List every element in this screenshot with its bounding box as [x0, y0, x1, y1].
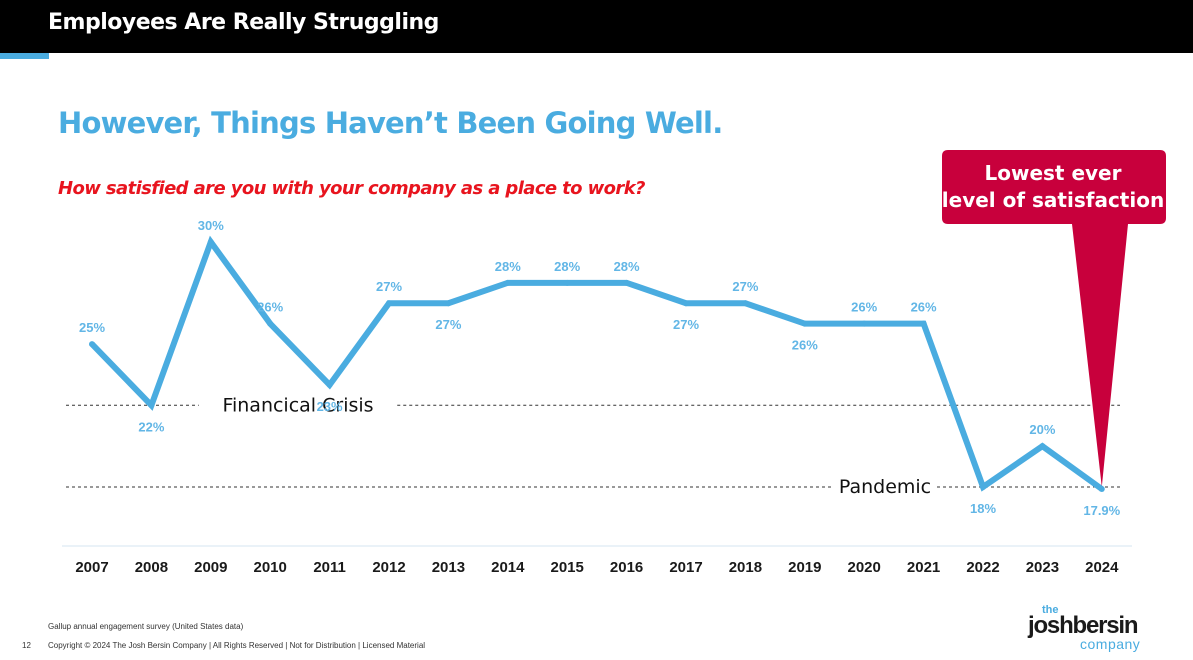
x-tick-label: 2016 [610, 559, 643, 576]
accent-strip [0, 53, 49, 59]
data-point [1098, 486, 1105, 492]
series-line [89, 235, 1104, 492]
slide-headline: However, Things Haven’t Been Going Well. [58, 106, 723, 140]
data-label: 26% [792, 338, 818, 353]
data-label: 26% [911, 300, 937, 315]
copyright-note: Copyright © 2024 The Josh Bersin Company… [48, 641, 426, 650]
callout-text: level of satisfaction [942, 188, 1164, 212]
data-label: 26% [851, 300, 877, 315]
source-note: Gallup annual engagement survey (United … [48, 622, 244, 631]
data-point [207, 239, 214, 245]
data-label: 27% [435, 317, 461, 332]
logo-the-text: the [1042, 604, 1059, 616]
data-point [1039, 443, 1046, 450]
x-tick-label: 2018 [729, 559, 762, 576]
data-label: 23% [317, 399, 343, 414]
data-label: 28% [554, 259, 580, 274]
data-point [920, 320, 927, 327]
x-tick-label: 2014 [491, 559, 525, 576]
logo-company-text: company [1080, 636, 1141, 652]
data-label: 26% [257, 300, 283, 315]
data-point [683, 300, 689, 307]
callout-box [942, 150, 1166, 487]
x-tick-label: 2020 [848, 559, 881, 576]
data-point [980, 483, 986, 490]
x-tick-label: 2008 [135, 559, 168, 576]
x-tick-label: 2024 [1085, 559, 1119, 576]
data-point [564, 279, 571, 286]
data-label: 30% [198, 218, 224, 233]
x-tick-label: 2021 [907, 559, 940, 576]
company-logo: the joshbersin company [1028, 604, 1153, 654]
x-tick-label: 2022 [966, 559, 999, 576]
data-label: 27% [673, 317, 699, 332]
top-bar: Employees Are Really Struggling [0, 0, 1193, 53]
data-point [386, 300, 392, 307]
data-label: 17.9% [1083, 503, 1120, 518]
page-number: 12 [22, 641, 31, 650]
data-point [148, 402, 155, 409]
reference-line-label: Financical Crisis [222, 394, 373, 416]
data-label: 25% [79, 320, 105, 335]
callout-text: Lowest ever [985, 161, 1122, 185]
data-point [801, 320, 808, 327]
data-point [623, 279, 630, 286]
x-tick-label: 2009 [194, 559, 227, 576]
data-label: 27% [732, 279, 758, 294]
x-tick-label: 2015 [551, 559, 584, 576]
data-point [445, 300, 452, 307]
data-point [326, 381, 333, 388]
x-tick-label: 2023 [1026, 559, 1059, 576]
x-tick-label: 2019 [788, 559, 821, 576]
x-tick-label: 2017 [669, 559, 702, 576]
data-point [861, 320, 868, 327]
data-point [742, 300, 749, 307]
data-point [89, 341, 95, 348]
x-tick-label: 2011 [313, 559, 346, 576]
x-tick-label: 2013 [432, 559, 465, 576]
data-label: 28% [495, 259, 521, 274]
reference-line-label: Pandemic [839, 476, 931, 498]
slide-section-title: Employees Are Really Struggling [48, 10, 439, 35]
x-tick-label: 2012 [372, 559, 405, 576]
data-label: 20% [1029, 422, 1055, 437]
data-label: 18% [970, 501, 996, 516]
x-tick-label: 2007 [75, 559, 108, 576]
data-point [504, 279, 511, 286]
data-label: 22% [138, 419, 164, 434]
data-point [267, 320, 274, 327]
x-tick-label: 2010 [254, 559, 287, 576]
survey-question: How satisfied are you with your company … [58, 178, 646, 199]
data-label: 27% [376, 279, 402, 294]
data-label: 28% [614, 259, 640, 274]
logo-name-text: joshbersin [1028, 612, 1139, 639]
